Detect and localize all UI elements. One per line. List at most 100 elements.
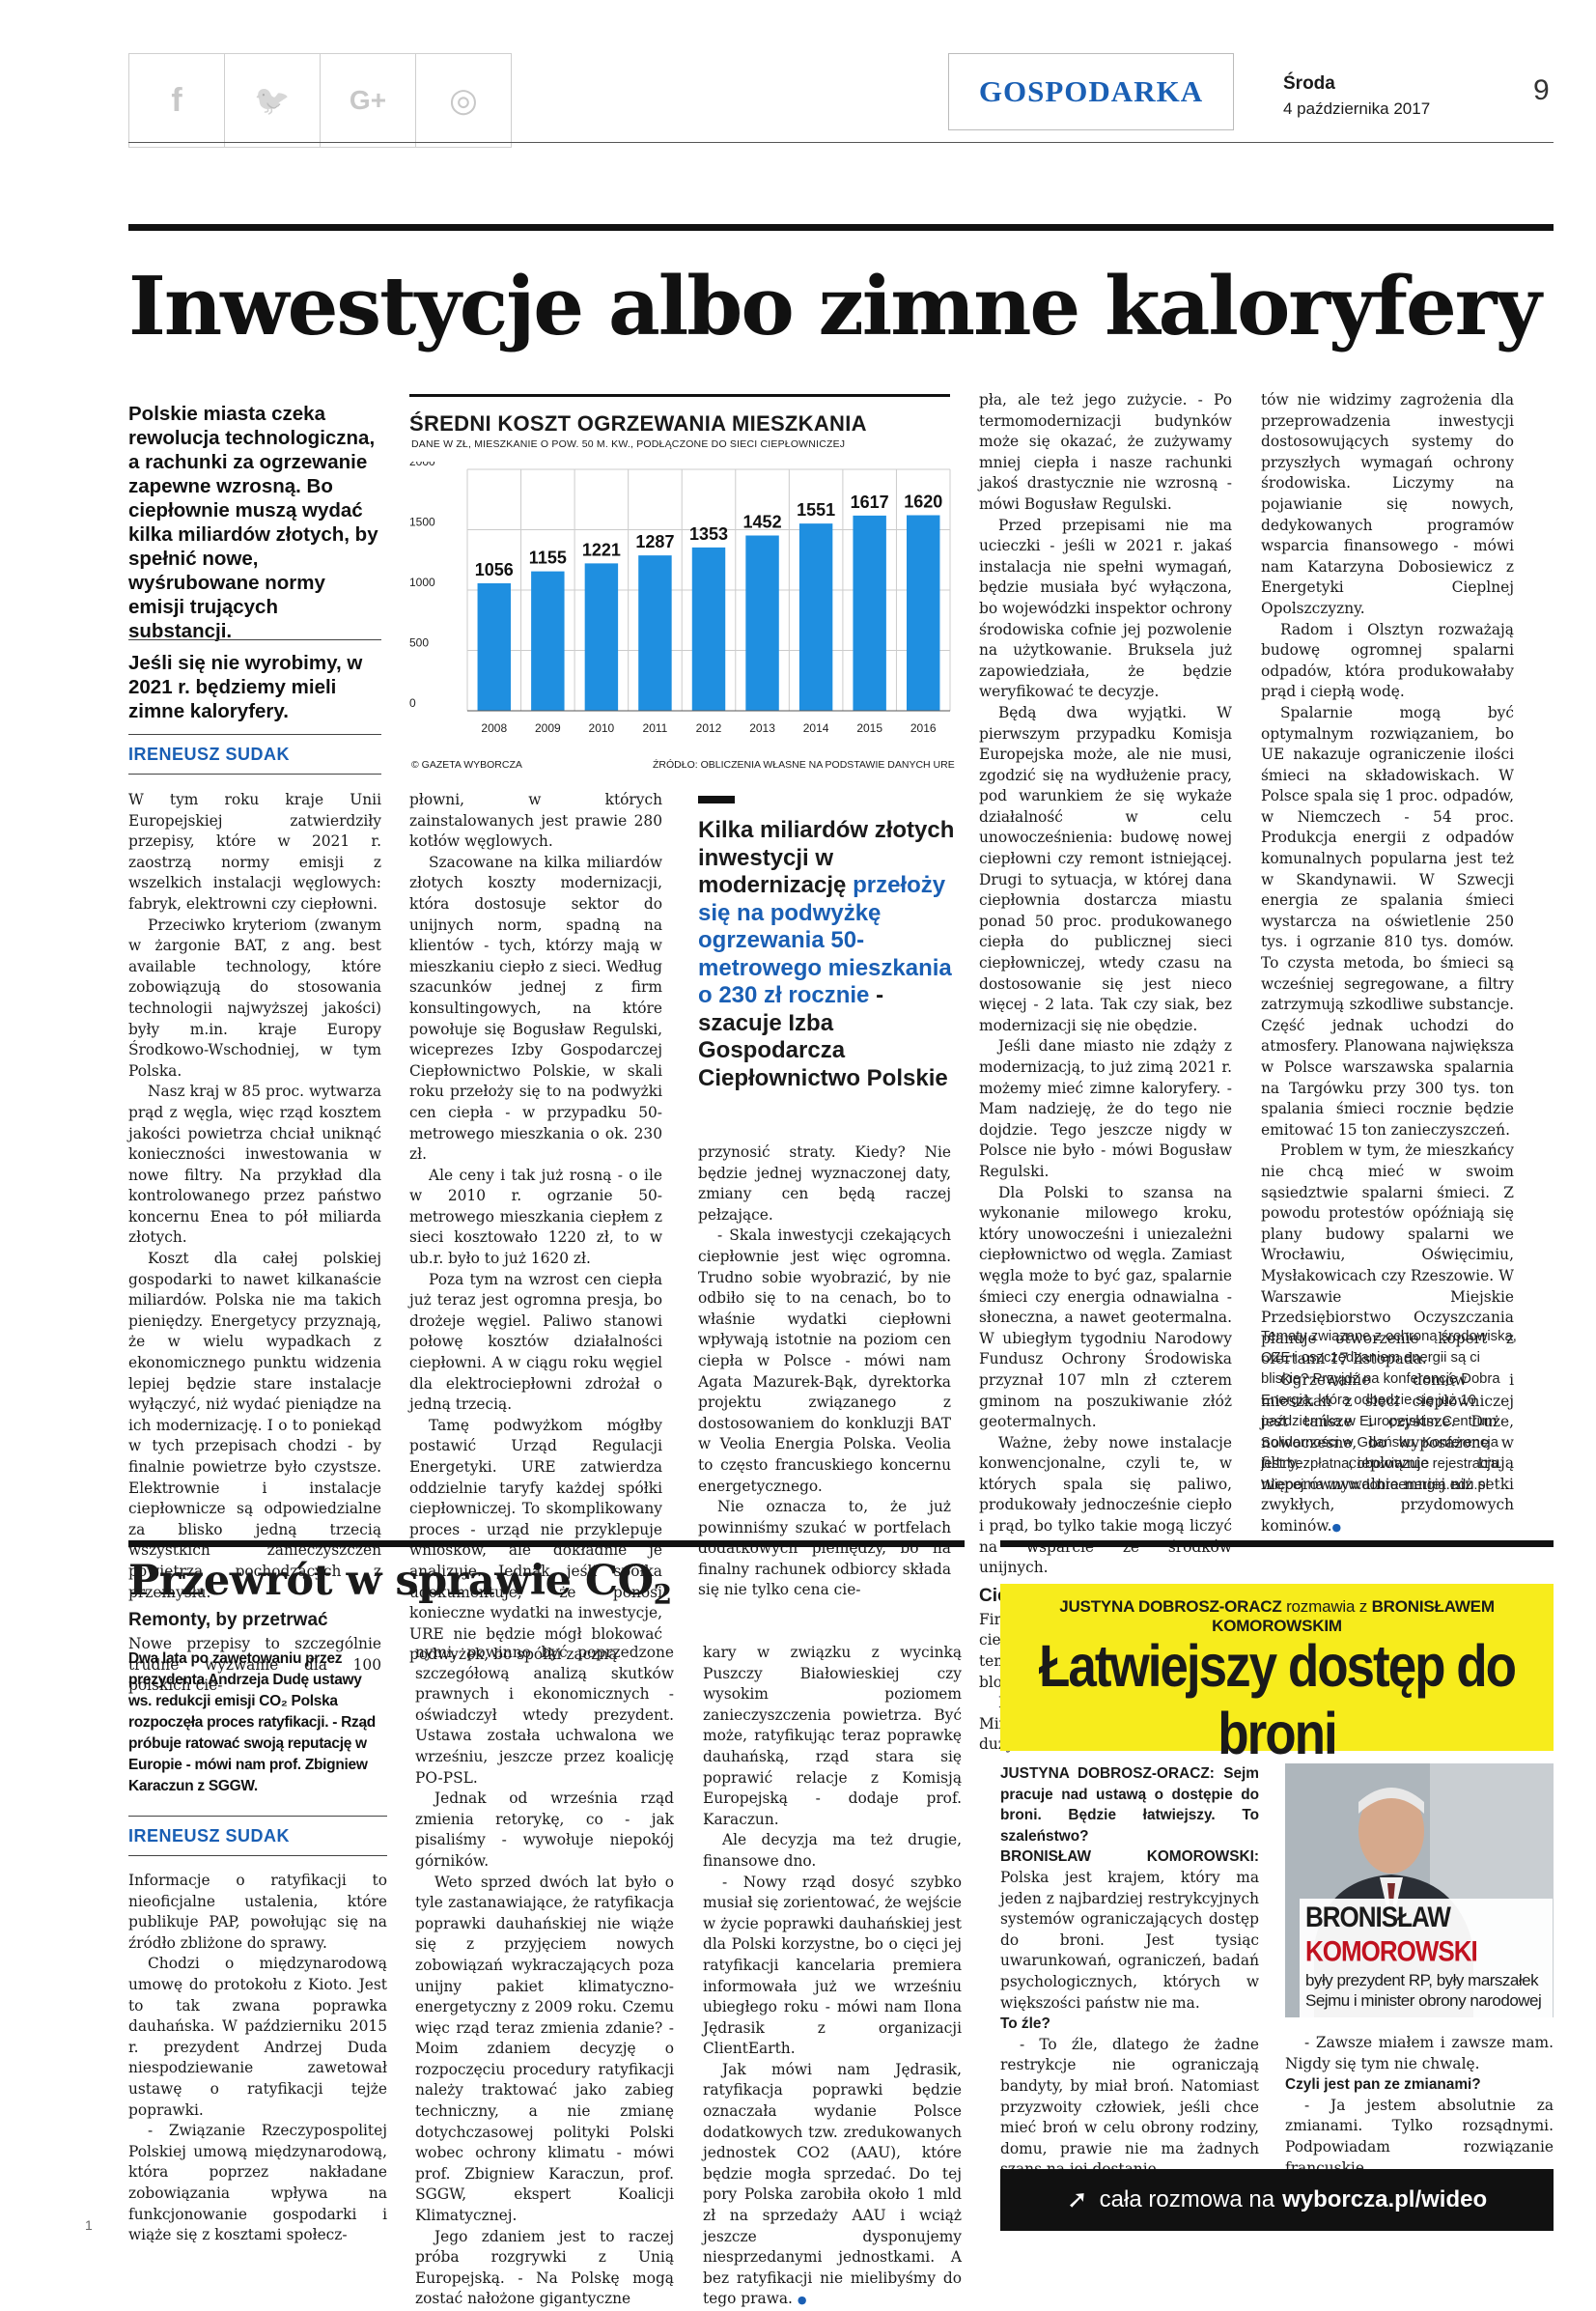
chart-data-label: 1551 bbox=[797, 500, 835, 520]
article-column-2: płowni, w których zainstalowanych jest p… bbox=[409, 790, 662, 1666]
photo-caption-box: BRONISŁAW KOMOROWSKI były prezydent RP, … bbox=[1300, 1899, 1553, 2017]
chart-bar bbox=[691, 547, 726, 711]
paragraph: nymi, powinno być poprzedzone szczegółow… bbox=[415, 1644, 674, 1787]
article2-column-1: Informacje o ratyfikacji to nieoficjalne… bbox=[128, 1871, 387, 2246]
chart-title: ŚREDNI KOSZT OGRZEWANIA MIESZKANIA bbox=[409, 411, 867, 436]
chart-ytick-label: 2000 bbox=[409, 462, 435, 468]
video-link-url[interactable]: wyborcza.pl/wideo bbox=[1282, 2186, 1488, 2212]
chart-data-label: 1617 bbox=[851, 493, 889, 512]
question: Czyli jest pan ze zmianami? bbox=[1285, 2076, 1481, 2094]
chart-bar bbox=[798, 523, 833, 711]
facebook-icon: f bbox=[171, 81, 182, 119]
paragraph: Koszt dla całej polskiej gospodarki to n… bbox=[128, 1250, 381, 1601]
article-lead-2: Jeśli się nie wyrobimy, w 2021 r. będzie… bbox=[128, 652, 363, 722]
social-bar: f 🐦 G+ ◎ bbox=[128, 53, 512, 148]
end-mark-icon: ● bbox=[1331, 1521, 1342, 1535]
article2-column-3: kary w związku z wycinką Puszczy Białowi… bbox=[703, 1643, 962, 2311]
chart-xtick-label: 2016 bbox=[910, 721, 937, 735]
issue-date: 4 października 2017 bbox=[1283, 99, 1431, 118]
article-lead: Polskie miasta czeka rewolucja technolog… bbox=[128, 403, 378, 642]
article2-title-text: Przewrót w sprawie CO bbox=[128, 1557, 654, 1605]
chart-bar bbox=[638, 555, 672, 711]
pullquote-highlight: przełoży się na podwyżkę ogrzewania 50-m… bbox=[698, 872, 952, 1008]
interview-q2: To źle? bbox=[1000, 2014, 1259, 2035]
interview-header: JUSTYNA DOBROSZ-ORACZ rozmawia z BRONISŁ… bbox=[1000, 1584, 1554, 1767]
chart-data-label: 1287 bbox=[635, 532, 674, 551]
chart-data-label: 1353 bbox=[689, 524, 728, 544]
chart-xtick-label: 2014 bbox=[803, 721, 829, 735]
chart: ŚREDNI KOSZT OGRZEWANIA MIESZKANIA DANE … bbox=[409, 394, 960, 775]
issue-day: Środa bbox=[1283, 73, 1335, 94]
paragraph: Szacowane na kilka miliardów złotych kos… bbox=[409, 853, 662, 1164]
chart-ytick-label: 0 bbox=[409, 696, 416, 710]
article2-byline-rule-bottom bbox=[128, 1855, 387, 1856]
article2-byline-rule-top bbox=[128, 1816, 387, 1817]
end-mark-icon: ● bbox=[797, 2294, 807, 2307]
photo-first-name: BRONISŁAW bbox=[1305, 1900, 1451, 1933]
chart-data-label: 1155 bbox=[529, 549, 567, 568]
paragraph: Dla Polski to szansa na wykonanie milowe… bbox=[979, 1183, 1232, 1431]
paragraph-text: Jak mówi nam Jędrasik, ratyfikacja popra… bbox=[703, 2060, 962, 2308]
photo-last-name: KOMOROWSKI bbox=[1305, 1934, 1478, 1968]
video-link-prefix: cała rozmowa na bbox=[1099, 2186, 1275, 2212]
twitter-icon: 🐦 bbox=[254, 84, 291, 117]
paragraph: Jego zdaniem jest to raczej próba rozgry… bbox=[415, 2227, 674, 2308]
paragraph: Nowe przepisy to szczególnie trudne wyzw… bbox=[128, 1635, 381, 1695]
paragraph: Poza tym na wzrost cen ciepła już teraz … bbox=[409, 1270, 662, 1414]
question: To źle? bbox=[1000, 2015, 1050, 2033]
page-footer-mark: 1 bbox=[85, 2217, 93, 2233]
chart-ytick-label: 1500 bbox=[409, 516, 435, 529]
question: Sejm pracuje nad ustawą o dostępie do br… bbox=[1000, 1765, 1259, 1845]
interview-a1: BRONISŁAW KOMOROWSKI: Polska jest krajem… bbox=[1000, 1846, 1259, 2014]
paragraph: Ale decyzja ma też drugie, finansowe dno… bbox=[703, 1831, 962, 1870]
google-plus-button[interactable]: G+ bbox=[321, 54, 416, 147]
chart-bar bbox=[745, 535, 779, 711]
chart-xtick-label: 2010 bbox=[589, 721, 615, 735]
article2-author: IRENEUSZ SUDAK bbox=[128, 1826, 291, 1846]
paragraph: - Nowy rząd dosyć szybko musiał się zori… bbox=[703, 1873, 962, 2058]
paragraph: Jednak od września rząd zmienia retorykę… bbox=[415, 1790, 674, 1870]
video-thumbnail[interactable]: ▶ BRONISŁAW KOMOROWSKI były prezydent RP… bbox=[1285, 1763, 1554, 2017]
twitter-button[interactable]: 🐦 bbox=[225, 54, 321, 147]
paragraph: Jak mówi nam Jędrasik, ratyfikacja popra… bbox=[703, 2060, 962, 2311]
chart-data-label: 1056 bbox=[475, 560, 514, 579]
chart-xtick-label: 2015 bbox=[856, 721, 882, 735]
video-link-banner[interactable]: ➚ cała rozmowa na wyborcza.pl/wideo bbox=[1000, 2169, 1554, 2231]
chart-source: ŹRÓDŁO: OBLICZENIA WŁASNE NA PODSTAWIE D… bbox=[653, 759, 955, 771]
chart-ytick-label: 500 bbox=[409, 636, 429, 650]
article-title: Inwestycje albo zimne kaloryfery bbox=[128, 259, 1542, 353]
chart-xtick-label: 2009 bbox=[535, 721, 561, 735]
chart-xtick-label: 2013 bbox=[749, 721, 775, 735]
paragraph: Weto sprzed dwóch lat było o tyle zastan… bbox=[415, 1873, 674, 2225]
facebook-button[interactable]: f bbox=[129, 54, 225, 147]
chart-data-label: 1221 bbox=[582, 540, 621, 559]
interview-a4: - Ja jestem absolutnie za zmianami. Tylk… bbox=[1285, 2096, 1554, 2177]
arrow-icon: ➚ bbox=[1066, 2185, 1088, 2214]
chart-bar bbox=[477, 583, 511, 711]
chart-xtick-label: 2012 bbox=[696, 721, 722, 735]
page-number: 9 bbox=[1533, 74, 1550, 106]
paragraph: tów nie widzimy zagrożenia dla przeprowa… bbox=[1261, 391, 1514, 617]
section-label: GOSPODARKA bbox=[948, 53, 1234, 130]
paragraph: Ogrzewanie domów i mieszkań z sieci ciep… bbox=[1261, 1370, 1514, 1538]
paragraph: przynosić straty. Kiedy? Nie będzie jedn… bbox=[698, 1143, 951, 1224]
paragraph: Ale ceny i tak już rosną - o ile w 2010 … bbox=[409, 1166, 662, 1268]
paragraph: Nasz kraj w 85 proc. wytwarza prąd z węg… bbox=[128, 1083, 381, 1247]
interview-kicker: JUSTYNA DOBROSZ-ORACZ rozmawia z BRONISŁ… bbox=[1000, 1597, 1554, 1636]
subheading: Remonty, by przetrwać bbox=[128, 1610, 328, 1631]
chart-ytick-label: 1000 bbox=[409, 576, 435, 589]
article-column-4: pła, ale też jego zużycie. - Po termomod… bbox=[979, 390, 1232, 1756]
paragraph: Chodzi o międzynarodową umowę do protoko… bbox=[128, 1955, 387, 2119]
paragraph: płowni, w których zainstalowanych jest p… bbox=[409, 791, 662, 851]
pullquote-attribution: - szacuje Izba Gospodarcza Ciepłownictwo… bbox=[698, 982, 948, 1091]
paragraph: Informacje o ratyfikacji to nieoficjalne… bbox=[128, 1872, 387, 1952]
speaker-label: JUSTYNA DOBROSZ-ORACZ: bbox=[1000, 1765, 1215, 1782]
kicker-connector: rozmawia z bbox=[1286, 1597, 1368, 1616]
instagram-button[interactable]: ◎ bbox=[416, 54, 511, 147]
paragraph: Nie oznacza to, że już powinniśmy szukać… bbox=[698, 1498, 951, 1599]
paragraph: Jeśli dane miasto nie zdąży z modernizac… bbox=[979, 1037, 1232, 1180]
lead-divider bbox=[128, 639, 381, 640]
byline-rule-top bbox=[128, 734, 381, 735]
interview-title: Łatwiejszy dostęp do broni bbox=[1038, 1634, 1517, 1767]
pullquote: Kilka miliardów złotych inwestycji w mod… bbox=[698, 817, 964, 1092]
